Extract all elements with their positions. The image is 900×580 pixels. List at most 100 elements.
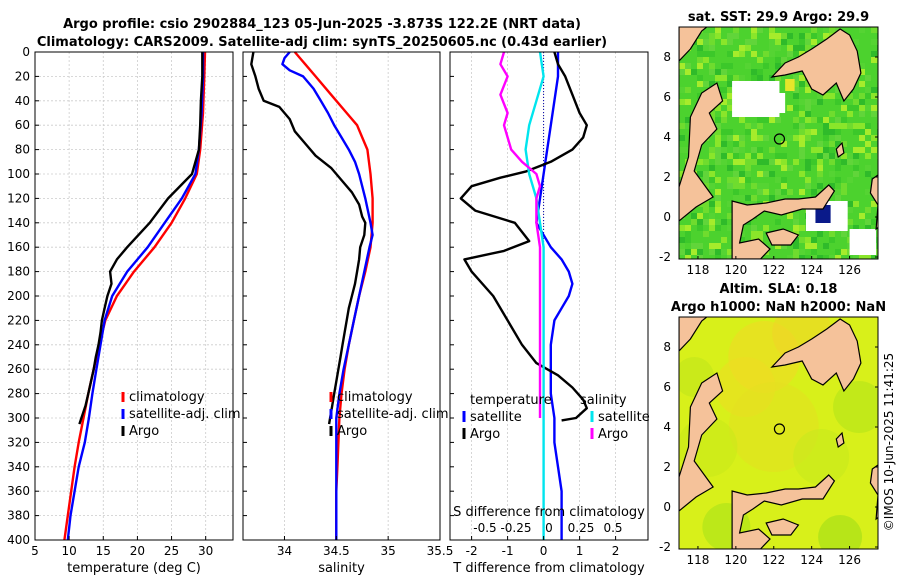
sst-cell xyxy=(697,243,703,249)
sst-cell xyxy=(727,183,733,189)
sst-cell xyxy=(811,243,817,249)
sst-cell xyxy=(715,69,721,75)
sst-cell xyxy=(715,27,721,33)
sst-cell xyxy=(865,171,871,177)
sst-cell xyxy=(691,249,697,255)
x-tick-label: -1 xyxy=(502,544,514,558)
sst-cell xyxy=(727,33,733,39)
sst-cell xyxy=(715,195,721,201)
legend-header-temperature: temperature xyxy=(470,393,552,408)
sst-cell xyxy=(769,147,775,153)
sst-cell xyxy=(715,177,721,183)
sst-cell xyxy=(745,45,751,51)
y-tick-label: 0 xyxy=(663,210,671,224)
sst-cell xyxy=(817,171,823,177)
sst-cell xyxy=(727,225,733,231)
sst-cell xyxy=(715,33,721,39)
sst-cell xyxy=(847,111,853,117)
sst-cell xyxy=(721,99,727,105)
x-tick-label: 35.5 xyxy=(427,544,454,558)
sst-cell xyxy=(745,39,751,45)
sst-cell xyxy=(817,231,823,237)
sst-cell xyxy=(709,111,715,117)
sst-cell xyxy=(859,123,865,129)
x-tick-label: 120 xyxy=(724,263,747,277)
sst-cell xyxy=(805,81,811,87)
sst-cell xyxy=(727,255,733,259)
sst-cell xyxy=(697,225,703,231)
legend-label: satellite xyxy=(598,410,650,425)
sst-cell xyxy=(853,225,859,231)
sst-cell xyxy=(817,255,823,259)
sst-cell xyxy=(799,171,805,177)
sst-cell xyxy=(751,159,757,165)
sst-cell xyxy=(679,249,685,255)
x-tick-label: 15 xyxy=(96,544,111,558)
sst-cell xyxy=(727,153,733,159)
sst-cell xyxy=(727,93,733,99)
sst-cell xyxy=(829,27,835,33)
sst-cell xyxy=(817,99,823,105)
x-axis-label: temperature (deg C) xyxy=(67,561,201,576)
sst-cell xyxy=(841,231,847,237)
sst-cell xyxy=(841,249,847,255)
sst-cell xyxy=(871,105,877,111)
sst-cell xyxy=(775,177,781,183)
sst-cell xyxy=(745,129,751,135)
y-tick-label: 20 xyxy=(15,69,30,83)
sst-cell xyxy=(817,117,823,123)
sst-cell xyxy=(865,189,871,195)
sst-cell xyxy=(799,99,805,105)
sst-cell xyxy=(799,135,805,141)
sst-cell xyxy=(709,153,715,159)
sst-cell xyxy=(757,57,763,63)
sst-cell xyxy=(757,123,763,129)
sst-cell xyxy=(679,63,685,69)
y-tick-label: 340 xyxy=(7,460,30,474)
secondary-x-tick-label: -0.25 xyxy=(500,521,531,535)
sst-cell xyxy=(811,147,817,153)
sst-cell xyxy=(775,153,781,159)
sst-cell xyxy=(865,207,871,213)
sst-cell xyxy=(811,189,817,195)
sst-cell xyxy=(733,147,739,153)
sst-cell xyxy=(709,147,715,153)
sst-cell xyxy=(697,81,703,87)
sst-cell xyxy=(841,153,847,159)
sst-cell xyxy=(751,195,757,201)
x-tick-label: 118 xyxy=(686,553,709,567)
sst-cell xyxy=(679,243,685,249)
x-tick-label: 126 xyxy=(838,263,861,277)
sst-cell xyxy=(805,183,811,189)
sst-cell xyxy=(835,117,841,123)
sst-cell xyxy=(727,177,733,183)
sst-cell xyxy=(733,135,739,141)
sst-cell xyxy=(835,87,841,93)
sst-cell xyxy=(871,57,877,63)
sst-cell xyxy=(835,189,841,195)
sst-cell xyxy=(823,153,829,159)
x-tick-label: 30 xyxy=(198,544,213,558)
sst-cell xyxy=(865,105,871,111)
sst-cell xyxy=(799,141,805,147)
sst-cell xyxy=(751,183,757,189)
sst-cell xyxy=(751,153,757,159)
sst-cell xyxy=(769,45,775,51)
sst-cell xyxy=(781,177,787,183)
sst-cell xyxy=(793,117,799,123)
sst-cell xyxy=(823,135,829,141)
sst-cell xyxy=(859,69,865,75)
sst-cell xyxy=(751,123,757,129)
sst-cell xyxy=(853,165,859,171)
sst-cell xyxy=(709,63,715,69)
sst-cell xyxy=(679,87,685,93)
sst-cell xyxy=(727,87,733,93)
sst-cell xyxy=(793,93,799,99)
sst-cell xyxy=(793,45,799,51)
sst-cell xyxy=(721,153,727,159)
sst-cell xyxy=(805,243,811,249)
sst-cell xyxy=(715,255,721,259)
series-line-temperature-argo xyxy=(459,51,588,422)
sst-cell xyxy=(751,135,757,141)
